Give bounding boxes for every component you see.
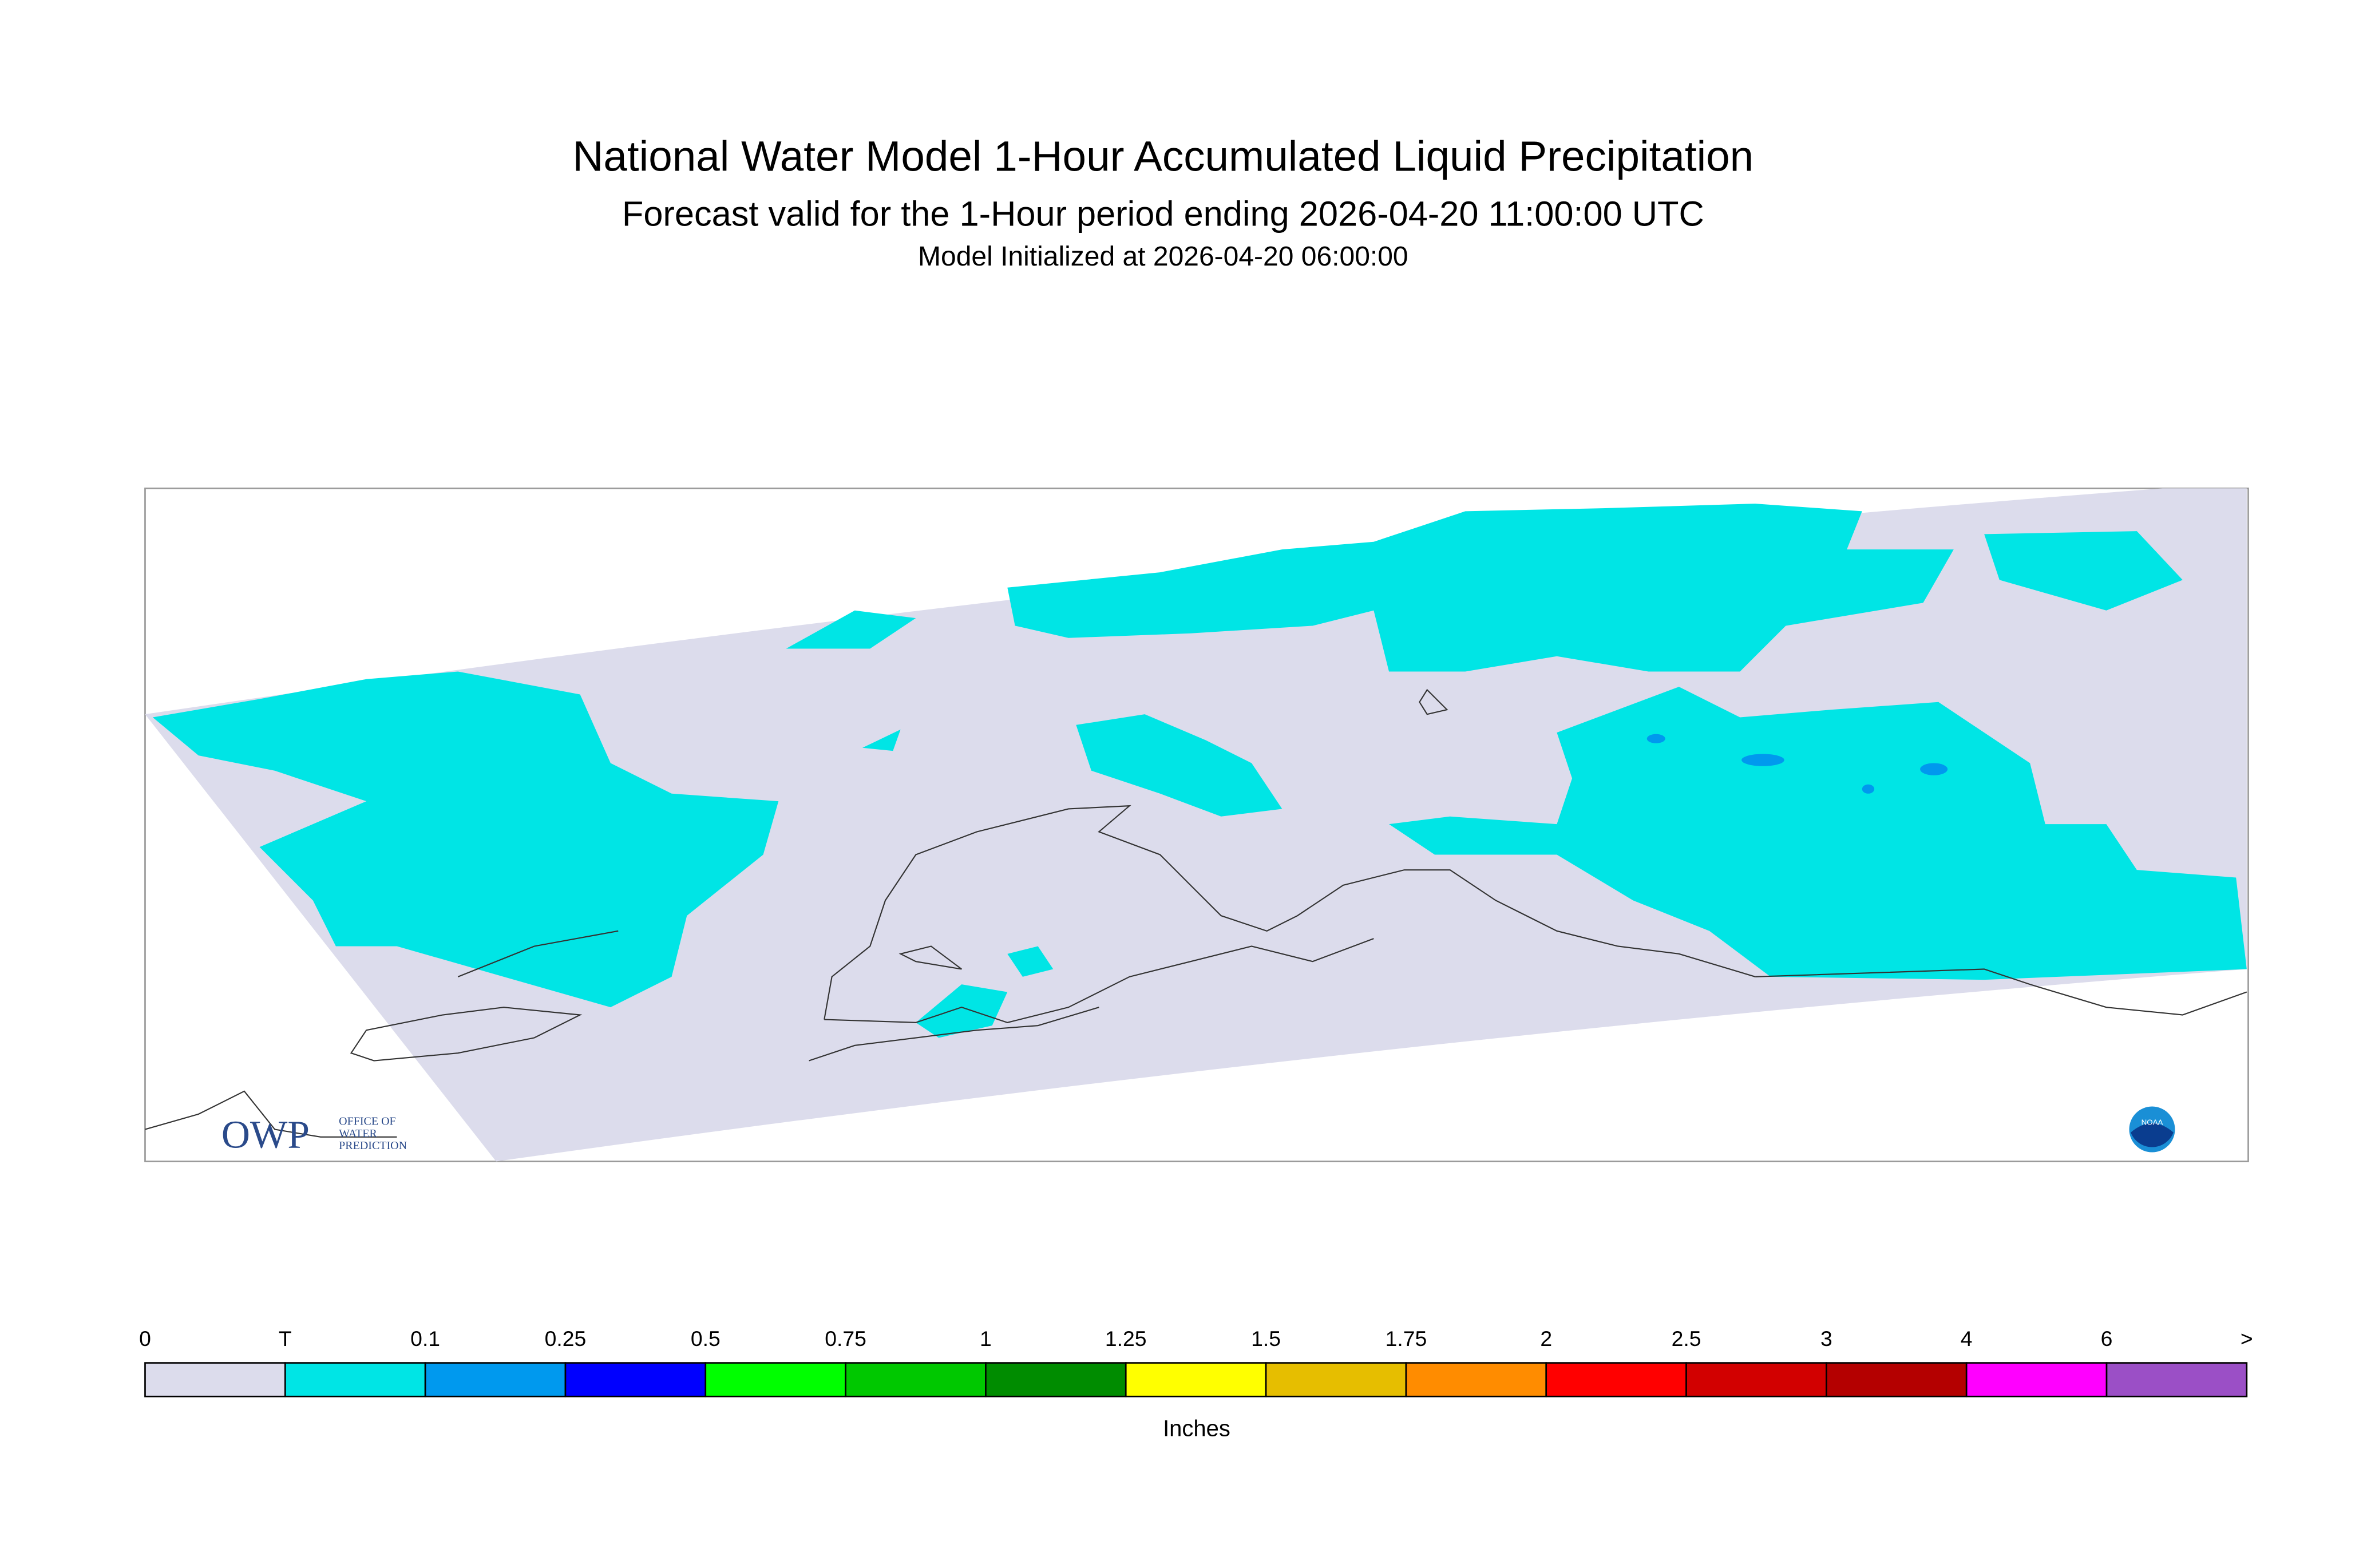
- coastline: [145, 1090, 397, 1138]
- coastline: [457, 930, 619, 977]
- owp-logo: OWP: [221, 1112, 310, 1157]
- precip-area: [1389, 687, 2247, 980]
- colorbar-swatch: [284, 1362, 426, 1397]
- colorbar-swatch: [144, 1362, 286, 1397]
- colorbar-label: 0.25: [545, 1327, 587, 1351]
- precip-area: [1646, 734, 1665, 743]
- colorbar-swatch: [1826, 1362, 1968, 1397]
- coastline: [350, 1007, 583, 1062]
- colorbar-swatch: [845, 1362, 987, 1397]
- colorbar-swatch: [424, 1362, 567, 1397]
- colorbar-label: 3: [1820, 1327, 1832, 1351]
- precip-area: [1007, 504, 1954, 672]
- colorbar-label: 0.5: [691, 1327, 721, 1351]
- subtitle: Forecast valid for the 1-Hour period end…: [622, 194, 1704, 233]
- precip-area: [1862, 784, 1875, 794]
- precip-area: [1920, 763, 1948, 775]
- colorbar-label: >: [2241, 1327, 2253, 1351]
- colorbar-swatch: [564, 1362, 707, 1397]
- coastline: [1419, 688, 1448, 715]
- colorbar-label: 0.75: [825, 1327, 866, 1351]
- colorbar-swatch: [1545, 1362, 1687, 1397]
- colorbar-units: Inches: [1163, 1416, 1230, 1442]
- precip-area: [1984, 531, 2183, 611]
- coastline: [824, 938, 1374, 1023]
- owp-logo-line: OFFICE OF: [339, 1115, 395, 1128]
- colorbar-label: 4: [1961, 1327, 1973, 1351]
- colorbar-label: 2: [1540, 1327, 1552, 1351]
- colorbar-swatch: [1265, 1362, 1407, 1397]
- precip-areas: [152, 504, 2247, 1038]
- noaa-logo-wave: [2131, 1123, 2174, 1147]
- colorbar-label: 0: [139, 1327, 151, 1351]
- precip-area: [862, 729, 901, 751]
- precip-area: [786, 610, 916, 649]
- colorbar-swatch: [2105, 1362, 2248, 1397]
- noaa-logo-text: NOAA: [2142, 1118, 2163, 1127]
- precip-area: [152, 671, 779, 1008]
- coastline: [1755, 968, 2247, 1016]
- colorbar-swatch: [1405, 1362, 1547, 1397]
- colorbar-label: 2.5: [1672, 1327, 1701, 1351]
- coastlines: [145, 688, 2247, 1138]
- precip-area: [1741, 754, 1784, 766]
- title: National Water Model 1-Hour Accumulated …: [572, 132, 1753, 180]
- colorbar-label: 6: [2101, 1327, 2113, 1351]
- colorbar-swatch: [1125, 1362, 1267, 1397]
- coastline: [809, 1007, 1099, 1062]
- colorbar-label: 1: [980, 1327, 992, 1351]
- owp-logo-line: WATER: [339, 1127, 377, 1140]
- colorbar: 0 T 0.1 0.25 0.5 0.75 1 1.25 1.5 1.75 2 2.5 3 4 6 >: [139, 1327, 2253, 1397]
- coastline: [824, 805, 1756, 1020]
- colorbar-label: 0.1: [410, 1327, 440, 1351]
- precip-area: [1076, 714, 1282, 817]
- colorbar-label: 1.25: [1105, 1327, 1147, 1351]
- colorbar-swatch: [1965, 1362, 2108, 1397]
- colorbar-label: 1.5: [1251, 1327, 1281, 1351]
- precip-area: [1007, 946, 1054, 977]
- colorbar-label: T: [279, 1327, 292, 1351]
- colorbar-swatch: [1685, 1362, 1827, 1397]
- colorbar-swatch: [704, 1362, 846, 1397]
- coastline: [898, 945, 962, 970]
- owp-logo-line: PREDICTION: [339, 1139, 407, 1152]
- colorbar-label: 1.75: [1386, 1327, 1427, 1351]
- precip-area: [916, 984, 1008, 1038]
- map-panel: OWP OFFICE OF WATER PREDICTION NOAA: [144, 488, 2249, 1162]
- colorbar-swatch: [985, 1362, 1127, 1397]
- init-time: Model Initialized at 2026-04-20 06:00:00: [918, 241, 1408, 272]
